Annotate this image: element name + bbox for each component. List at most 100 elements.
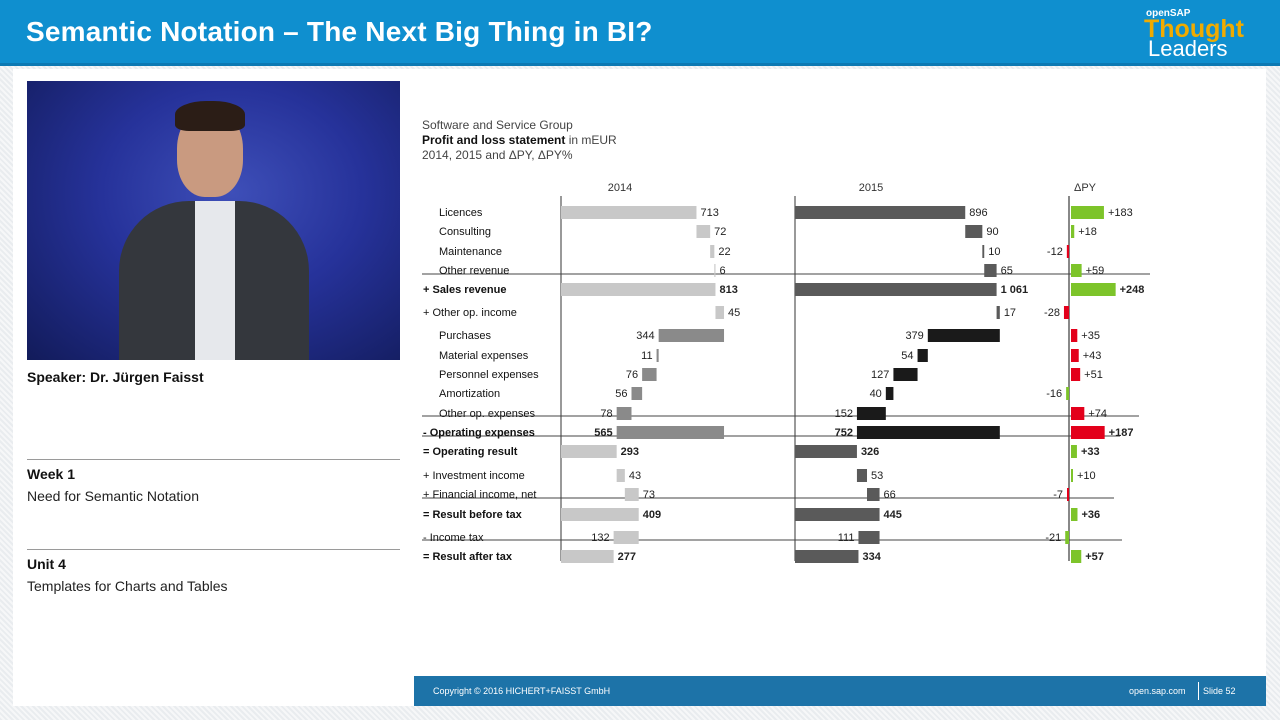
- row-label: = Operating result: [423, 446, 518, 458]
- bar-2015: [893, 368, 918, 381]
- bar-2014: [714, 264, 716, 277]
- chart-header: Software and Service Group Profit and lo…: [422, 118, 617, 163]
- value-2014: 45: [728, 307, 740, 319]
- row-label: + Financial income, net: [423, 489, 536, 501]
- value-2015: 127: [871, 369, 889, 381]
- row-label: + Other op. income: [423, 307, 517, 319]
- statement-unit: in mEUR: [565, 133, 617, 147]
- bar-delta: [1065, 531, 1069, 544]
- bar-2015: [927, 329, 1000, 342]
- company-name: Software and Service Group: [422, 118, 573, 132]
- bar-2015: [856, 407, 886, 420]
- row-label: Amortization: [439, 388, 500, 400]
- bar-delta: [1066, 387, 1069, 400]
- value-2014: 56: [615, 388, 627, 400]
- value-2015: 17: [1004, 307, 1016, 319]
- value-delta: +74: [1088, 408, 1107, 420]
- value-delta: +43: [1083, 350, 1102, 362]
- value-2015: 752: [835, 427, 853, 439]
- bar-2015: [795, 508, 880, 521]
- row-label: + Sales revenue: [423, 284, 506, 296]
- value-2014: 72: [714, 226, 726, 238]
- column-header: 2014: [608, 182, 632, 194]
- unit-title: Templates for Charts and Tables: [27, 578, 228, 594]
- unit-label: Unit 4: [27, 556, 66, 572]
- bar-delta: [1071, 329, 1078, 342]
- bar-delta: [1071, 445, 1077, 458]
- speaker-panel: Speaker: Dr. Jürgen Faisst Week 1 Need f…: [13, 69, 414, 706]
- bar-2014: [616, 426, 725, 439]
- value-delta: +187: [1109, 427, 1134, 439]
- value-delta: +57: [1085, 551, 1104, 563]
- value-2014: 6: [719, 265, 725, 277]
- week-label: Week 1: [27, 466, 75, 482]
- value-delta: -12: [1047, 246, 1063, 258]
- logo-main-text: Thought: [1144, 15, 1244, 43]
- bar-delta: [1071, 508, 1078, 521]
- value-delta: +51: [1084, 369, 1103, 381]
- footer-separator: [1198, 682, 1199, 700]
- value-2015: 334: [862, 551, 881, 563]
- row-label: + Investment income: [423, 470, 525, 482]
- logo-opensap-text: openSAP: [1146, 8, 1191, 19]
- row-label: = Result before tax: [423, 509, 523, 521]
- divider: [27, 549, 400, 550]
- footer-site: open.sap.com: [1129, 686, 1186, 696]
- value-2015: 326: [861, 446, 879, 458]
- statement-title: Profit and loss statement in mEUR: [422, 133, 617, 148]
- value-2014: 565: [594, 427, 612, 439]
- value-delta: +10: [1077, 470, 1096, 482]
- bar-2015: [984, 264, 997, 277]
- row-label: = Result after tax: [423, 551, 513, 563]
- row-label: Personnel expenses: [439, 369, 539, 381]
- bar-2015: [982, 245, 985, 258]
- value-delta: +33: [1081, 446, 1100, 458]
- value-2014: 22: [718, 246, 730, 258]
- row-label: - Income tax: [423, 532, 484, 544]
- bar-delta: [1071, 283, 1116, 296]
- value-delta: +18: [1078, 226, 1097, 238]
- speaker-shirt: [195, 201, 235, 360]
- value-2015: 66: [884, 489, 896, 501]
- bar-2014: [561, 283, 716, 296]
- bar-2015: [856, 469, 868, 482]
- bar-delta: [1071, 264, 1082, 277]
- bar-2014: [616, 469, 625, 482]
- bar-2014: [561, 445, 617, 458]
- row-label: Other op. expenses: [439, 408, 536, 420]
- title-bar: Semantic Notation – The Next Big Thing i…: [0, 0, 1280, 66]
- bar-2015: [795, 206, 966, 219]
- footer-copyright: Copyright © 2016 HICHERT+FAISST GmbH: [433, 686, 611, 696]
- value-2014: 344: [636, 330, 654, 342]
- bar-2014: [658, 329, 725, 342]
- value-delta: -28: [1044, 307, 1060, 319]
- value-delta: +59: [1086, 265, 1105, 277]
- bar-2014: [696, 225, 711, 238]
- bar-2014: [613, 531, 639, 544]
- value-2015: 53: [871, 470, 883, 482]
- value-2014: 76: [626, 369, 638, 381]
- speaker-video[interactable]: [27, 81, 400, 360]
- bar-2014: [561, 508, 639, 521]
- bar-delta: [1063, 306, 1069, 319]
- bar-delta: [1066, 245, 1069, 258]
- value-2014: 277: [618, 551, 636, 563]
- divider: [27, 459, 400, 460]
- bar-2015: [996, 306, 1000, 319]
- bar-2015: [795, 445, 857, 458]
- value-2015: 445: [884, 509, 902, 521]
- value-delta: -16: [1046, 388, 1062, 400]
- value-delta: +248: [1120, 284, 1145, 296]
- value-2014: 713: [700, 207, 718, 219]
- value-2014: 813: [719, 284, 737, 296]
- value-2015: 10: [988, 246, 1000, 258]
- periods-label: 2014, 2015 and ΔPY, ΔPY%: [422, 148, 573, 162]
- value-delta: -21: [1045, 532, 1061, 544]
- bar-delta: [1071, 225, 1075, 238]
- slide-footer: Copyright © 2016 HICHERT+FAISST GmbH ope…: [414, 676, 1266, 706]
- row-label: Other revenue: [439, 265, 509, 277]
- bar-2014: [561, 206, 697, 219]
- bar-delta: [1071, 550, 1082, 563]
- bar-2015: [965, 225, 983, 238]
- value-2014: 132: [591, 532, 609, 544]
